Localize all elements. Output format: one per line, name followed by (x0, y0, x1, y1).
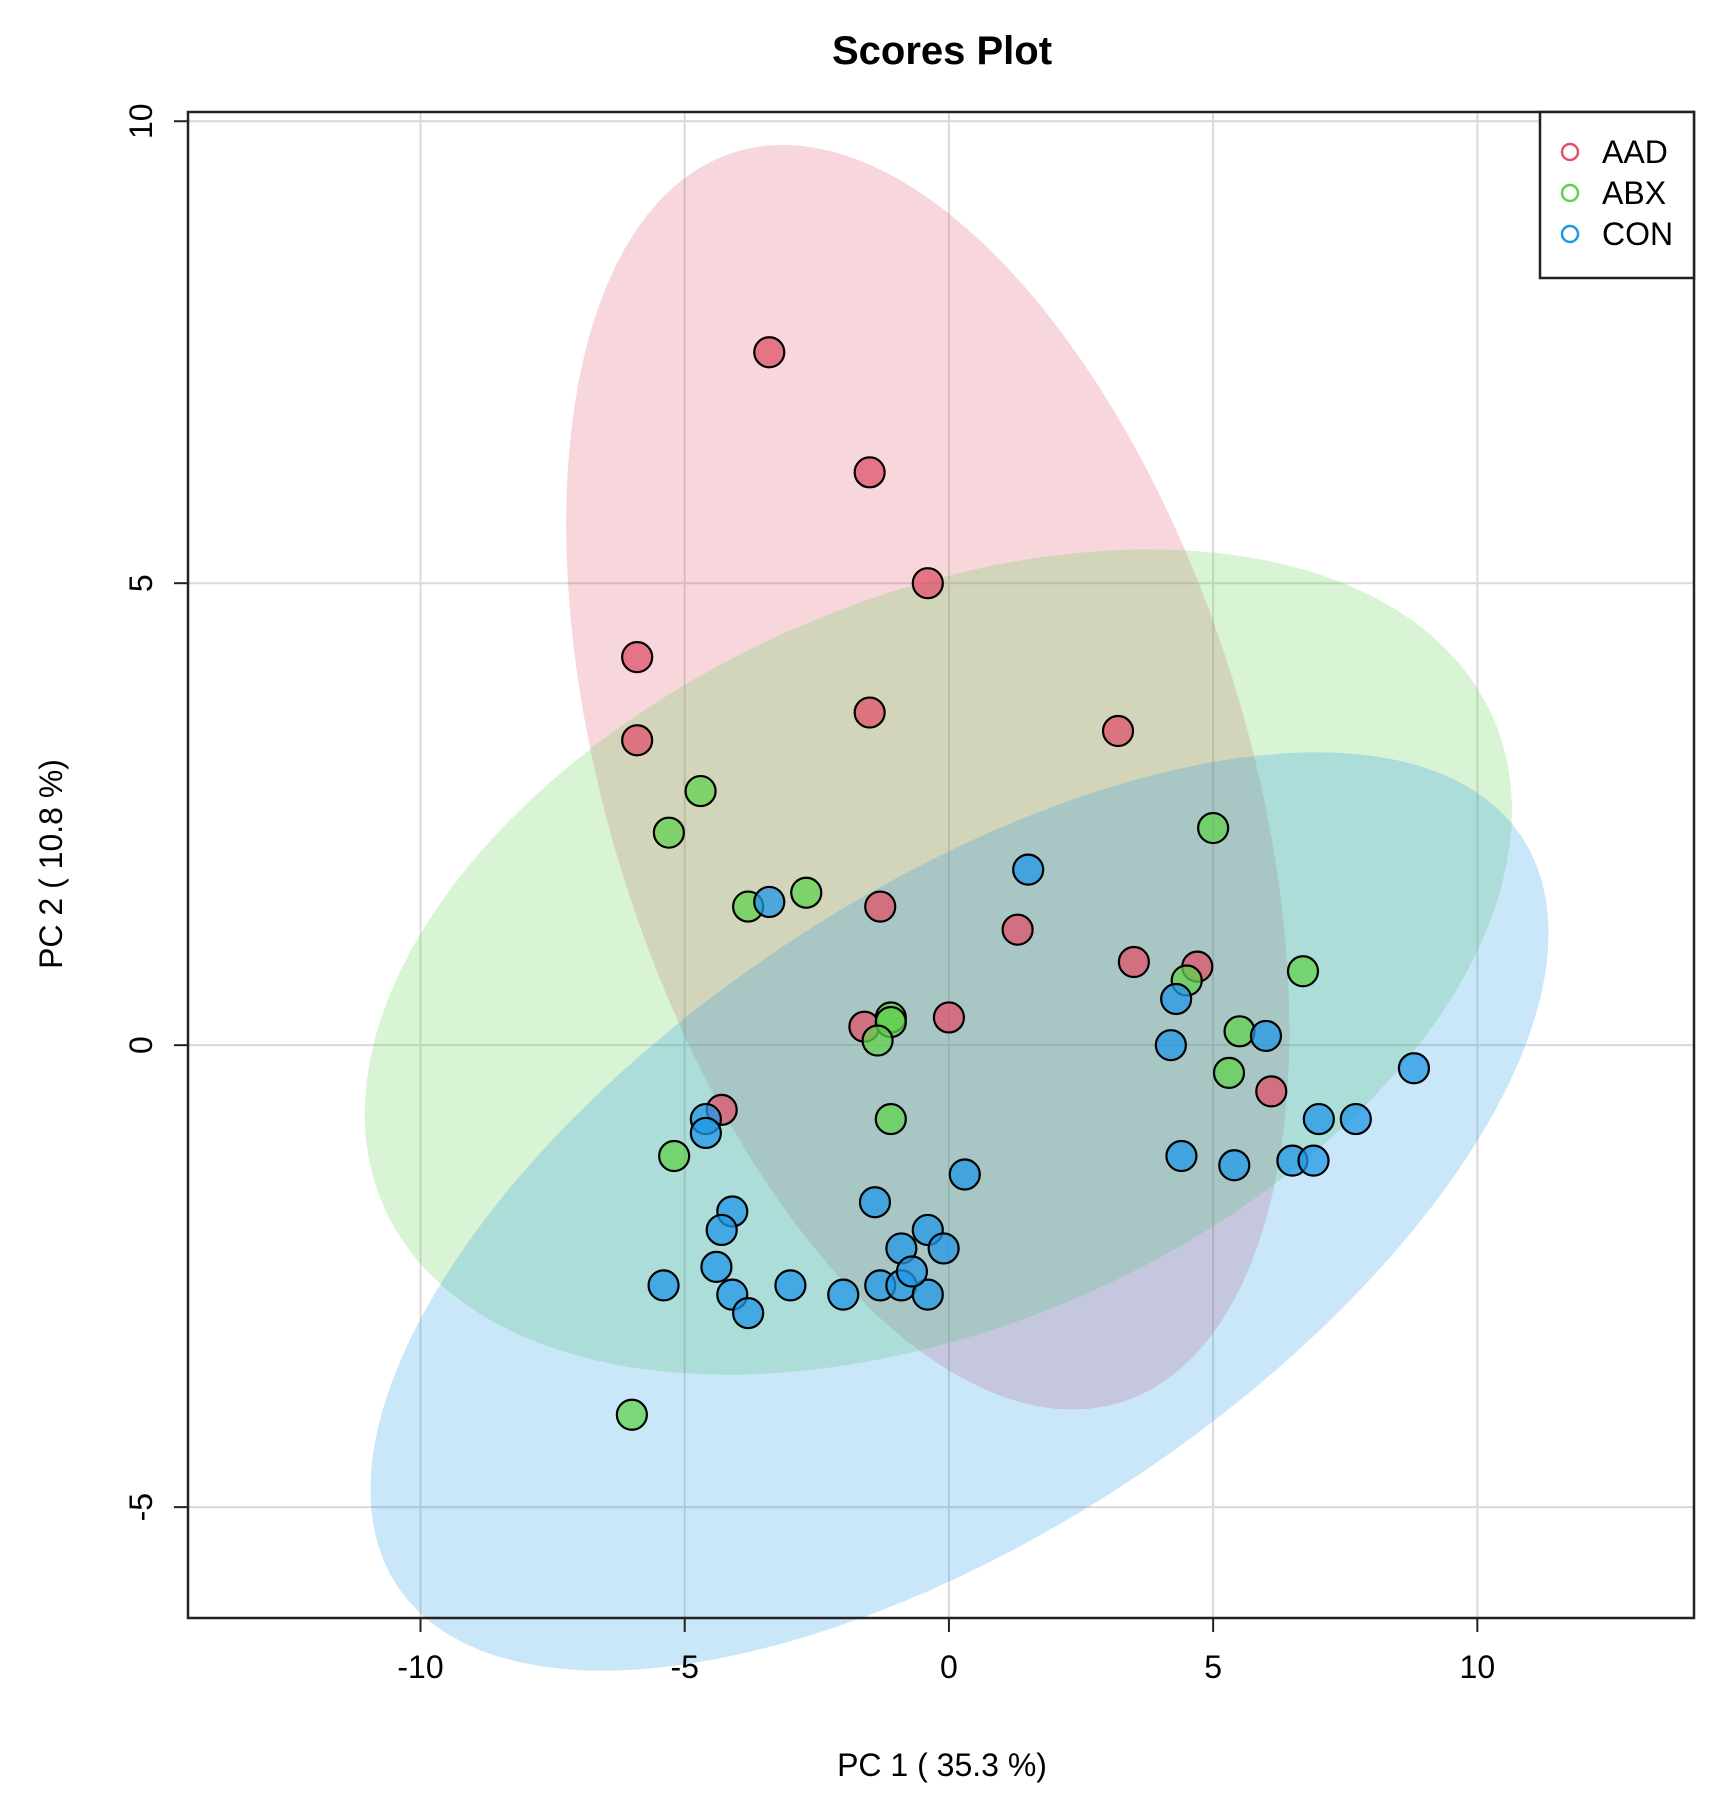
point-con-29 (911, 1278, 944, 1311)
legend: AAD ABX CON (1538, 110, 1696, 280)
point-con-6 (1302, 1102, 1335, 1136)
point-con-8 (1165, 1139, 1198, 1173)
legend-marker-aad (1560, 142, 1580, 162)
legend-marker-abx (1560, 183, 1580, 203)
ellipse-aad (566, 144, 1290, 1410)
point-aad-1 (853, 456, 886, 489)
point-con-3 (1154, 1029, 1187, 1062)
point-aad-3 (621, 641, 654, 674)
point-con-14 (948, 1158, 981, 1191)
point-abx-7 (861, 1024, 894, 1057)
point-con-13 (689, 1116, 722, 1150)
point-abx-1 (652, 816, 685, 849)
point-aad-14 (1255, 1075, 1288, 1108)
y-axis: -5 0 5 10 (123, 103, 188, 1521)
point-aad-8 (1001, 913, 1034, 946)
point-con-17 (705, 1213, 738, 1247)
ellipse-layer (364, 144, 1549, 1671)
point-con-25 (774, 1269, 807, 1302)
point-con-4 (1249, 1019, 1283, 1053)
legend-marker-con (1560, 224, 1580, 244)
point-con-2 (1160, 982, 1193, 1016)
point-abx-14 (615, 1398, 648, 1431)
point-con-22 (700, 1250, 733, 1284)
point-aad-5 (853, 696, 886, 729)
y-tick-label-2: 5 (123, 574, 159, 592)
point-aad-4 (621, 724, 654, 757)
legend-label-abx: ABX (1602, 175, 1666, 211)
point-abx-9 (1286, 955, 1320, 988)
y-tick-label-0: -5 (123, 1493, 159, 1521)
point-con-26 (827, 1278, 860, 1311)
point-con-21 (647, 1269, 680, 1302)
point-con-24 (732, 1297, 765, 1330)
y-axis-label: PC 2 ( 10.8 %) (33, 759, 69, 969)
y-tick-label-1: 0 (123, 1036, 159, 1054)
point-abx-4 (790, 876, 823, 909)
point-con-7 (1339, 1102, 1372, 1136)
point-aad-2 (911, 567, 944, 600)
x-tick-label-3: 5 (1204, 1649, 1222, 1685)
x-tick-label-4: 10 (1460, 1649, 1496, 1685)
ellipse-con (370, 752, 1549, 1671)
x-tick-label-2: 0 (940, 1649, 958, 1685)
point-abx-13 (658, 1139, 691, 1173)
point-abx-0 (684, 774, 717, 808)
y-tick-label-3: 10 (123, 103, 159, 139)
point-layer (615, 336, 1431, 1431)
point-con-1 (1012, 853, 1045, 886)
point-con-11 (1297, 1144, 1330, 1177)
x-tick-label-0: -10 (397, 1649, 443, 1685)
point-con-30 (895, 1255, 929, 1288)
x-axis: -10 -5 0 5 10 (397, 1618, 1495, 1685)
point-abx-2 (1197, 811, 1230, 845)
point-abx-11 (1212, 1056, 1246, 1089)
x-axis-label: PC 1 ( 35.3 %) (837, 1747, 1047, 1783)
point-aad-0 (753, 336, 786, 369)
x-tick-label-1: -5 (670, 1649, 698, 1685)
grid-layer (188, 112, 1694, 1618)
point-aad-12 (932, 1001, 966, 1034)
chart-title: Scores Plot (832, 29, 1052, 73)
point-con-20 (927, 1232, 960, 1265)
point-aad-7 (864, 890, 897, 923)
legend-label-aad: AAD (1602, 134, 1668, 170)
point-aad-6 (1101, 714, 1135, 748)
legend-box (1538, 110, 1696, 280)
point-abx-12 (874, 1102, 907, 1136)
point-con-15 (858, 1186, 892, 1219)
point-aad-9 (1117, 945, 1150, 979)
point-abx-10 (1223, 1015, 1256, 1048)
point-con-5 (1397, 1052, 1431, 1085)
point-con-9 (1218, 1149, 1251, 1182)
legend-label-con: CON (1602, 216, 1673, 252)
plot-frame (186, 110, 1696, 1620)
point-con-0 (753, 885, 786, 919)
